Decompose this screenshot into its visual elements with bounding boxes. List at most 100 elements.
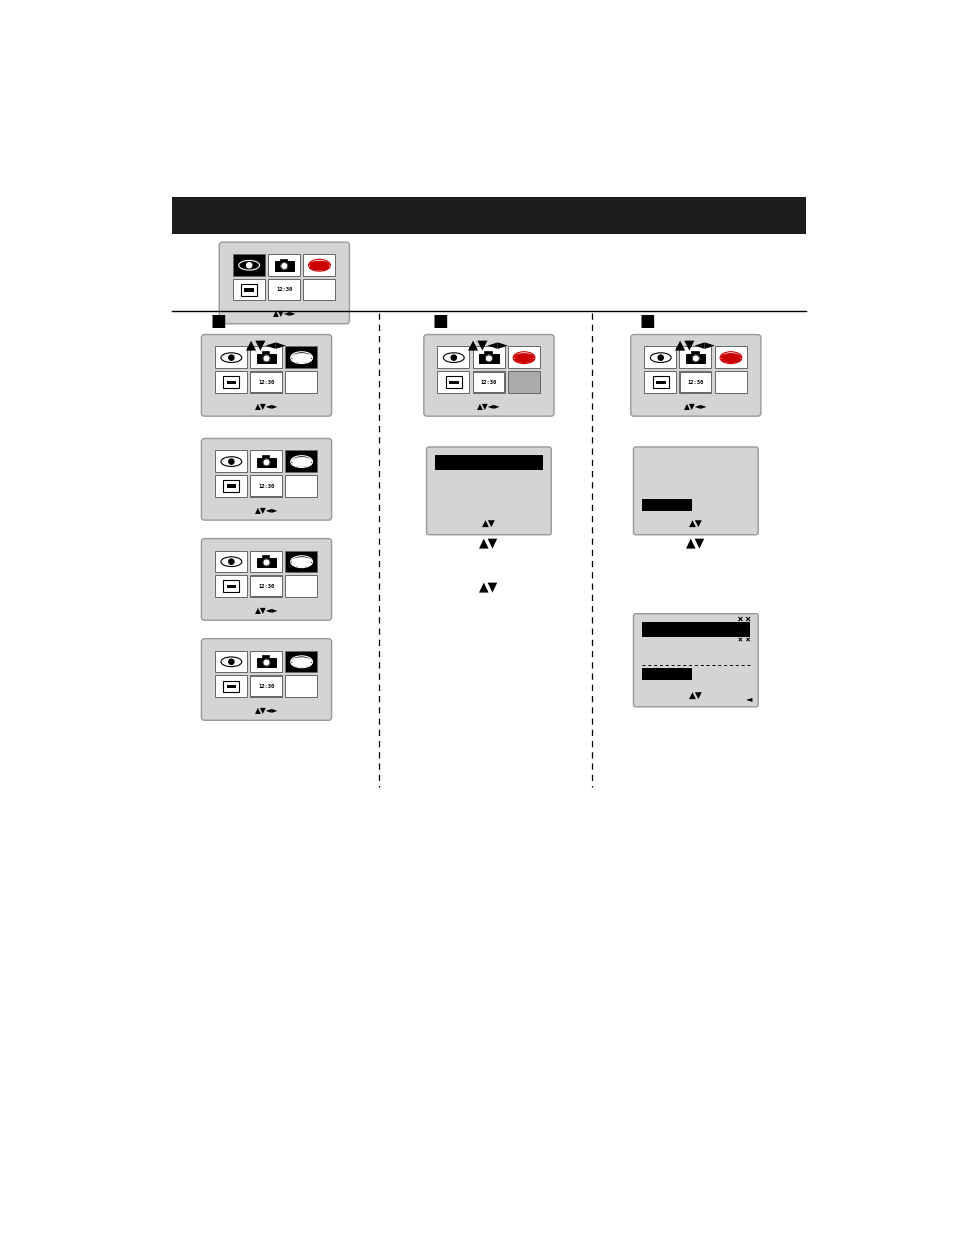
Ellipse shape xyxy=(291,657,312,664)
Bar xyxy=(436,347,469,368)
Bar xyxy=(657,378,659,380)
Bar xyxy=(223,480,239,493)
Text: ▲▼: ▲▼ xyxy=(478,580,498,594)
Circle shape xyxy=(229,459,233,464)
Bar xyxy=(274,262,294,270)
Bar xyxy=(656,380,665,384)
Bar xyxy=(261,556,269,558)
Text: 12:30: 12:30 xyxy=(687,380,703,385)
Ellipse shape xyxy=(309,264,330,270)
Bar xyxy=(690,351,698,354)
Bar xyxy=(641,622,749,637)
Circle shape xyxy=(485,354,492,362)
Bar xyxy=(214,676,247,697)
Bar xyxy=(714,347,746,368)
Bar xyxy=(643,347,676,368)
Text: ▲▼◄►: ▲▼◄► xyxy=(246,338,287,351)
Bar xyxy=(250,676,282,697)
Circle shape xyxy=(692,354,699,362)
Ellipse shape xyxy=(650,353,670,363)
Text: ▲▼: ▲▼ xyxy=(688,519,702,527)
Ellipse shape xyxy=(291,661,312,667)
Ellipse shape xyxy=(291,353,312,361)
Bar xyxy=(268,279,299,300)
Text: ▲▼◄►: ▲▼◄► xyxy=(254,505,278,515)
Bar xyxy=(641,668,692,680)
Bar xyxy=(679,370,711,393)
Bar xyxy=(251,676,281,697)
Ellipse shape xyxy=(221,557,241,567)
Ellipse shape xyxy=(513,353,534,361)
Bar xyxy=(268,279,299,300)
FancyBboxPatch shape xyxy=(201,638,332,720)
Circle shape xyxy=(658,354,662,361)
Text: ■: ■ xyxy=(433,312,448,331)
Ellipse shape xyxy=(291,457,312,464)
Text: ▲▼: ▲▼ xyxy=(481,519,496,527)
Bar xyxy=(679,372,710,393)
Bar xyxy=(226,484,236,488)
FancyBboxPatch shape xyxy=(630,335,760,416)
Bar xyxy=(223,377,239,388)
Bar xyxy=(233,582,234,584)
Bar xyxy=(226,380,236,384)
FancyBboxPatch shape xyxy=(201,438,332,520)
Bar xyxy=(223,580,239,593)
Bar xyxy=(285,370,317,393)
Bar xyxy=(250,451,282,472)
Bar xyxy=(478,354,498,363)
Bar xyxy=(214,347,247,368)
Text: 12:30: 12:30 xyxy=(258,380,274,385)
Bar xyxy=(228,378,230,380)
Circle shape xyxy=(229,354,233,361)
Bar xyxy=(450,378,452,380)
Text: ▲▼◄►: ▲▼◄► xyxy=(468,338,509,351)
Ellipse shape xyxy=(221,657,241,667)
Bar xyxy=(233,279,265,300)
Bar xyxy=(285,576,317,597)
Bar xyxy=(256,354,275,363)
Bar xyxy=(643,370,676,393)
Circle shape xyxy=(263,459,270,466)
Text: ▲▼: ▲▼ xyxy=(688,690,702,700)
Bar xyxy=(303,279,335,300)
Ellipse shape xyxy=(720,357,740,363)
Circle shape xyxy=(229,559,233,564)
FancyBboxPatch shape xyxy=(201,538,332,620)
FancyBboxPatch shape xyxy=(201,335,332,416)
Bar xyxy=(435,456,542,469)
Bar xyxy=(483,351,492,354)
Bar xyxy=(241,284,257,296)
Bar xyxy=(226,684,236,688)
Bar xyxy=(228,582,230,584)
Bar xyxy=(251,475,281,496)
Ellipse shape xyxy=(291,461,312,467)
Bar xyxy=(449,380,458,384)
FancyBboxPatch shape xyxy=(219,242,349,324)
Bar xyxy=(214,451,247,472)
Bar xyxy=(251,372,281,393)
Bar xyxy=(261,351,269,354)
Text: 12:30: 12:30 xyxy=(276,288,293,293)
Text: ▲▼◄►: ▲▼◄► xyxy=(254,401,278,411)
Bar xyxy=(214,551,247,572)
Bar xyxy=(285,676,317,697)
Bar xyxy=(661,378,663,380)
Text: ▲▼◄►: ▲▼◄► xyxy=(273,309,295,319)
Bar xyxy=(251,285,253,288)
Bar xyxy=(641,499,692,511)
Text: ▲▼◄►: ▲▼◄► xyxy=(254,605,278,615)
Ellipse shape xyxy=(291,557,312,564)
Text: ◄: ◄ xyxy=(745,694,752,703)
Bar xyxy=(285,551,317,572)
Bar xyxy=(233,682,234,684)
Bar xyxy=(250,370,282,393)
Bar xyxy=(261,656,269,658)
Bar xyxy=(233,254,265,275)
Bar xyxy=(250,651,282,672)
Bar xyxy=(172,196,805,233)
Bar xyxy=(303,254,335,275)
Bar xyxy=(685,354,704,363)
Circle shape xyxy=(451,354,456,361)
Bar xyxy=(226,584,236,588)
